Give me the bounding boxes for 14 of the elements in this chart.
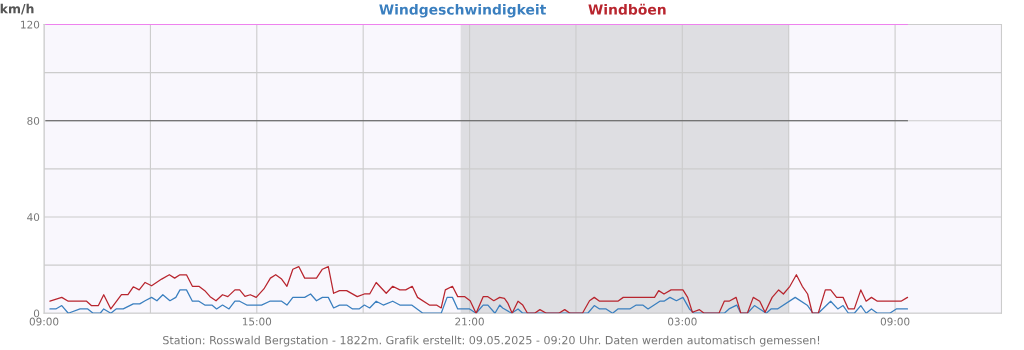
text: Windgeschwindigkeit bbox=[379, 4, 546, 18]
y-tick-label: 0 bbox=[33, 309, 40, 318]
text: Station: Rosswald Bergstation - 1822m. Grafik erstellt: 09.05.2025 - 09:20 Uhr. Daten werden automatisch gemessen! bbox=[163, 335, 820, 347]
x-tick-label: 09:00 bbox=[880, 317, 910, 326]
line-series bbox=[49, 265, 909, 314]
x-tick-label: 09:00 bbox=[29, 317, 59, 326]
y-tick-label: 80 bbox=[27, 116, 40, 125]
x-tick-label: 15:00 bbox=[242, 317, 272, 326]
y-tick-label: 120 bbox=[21, 20, 40, 29]
y-axis-title: km/h bbox=[0, 3, 34, 15]
x-tick-label: 21:00 bbox=[455, 317, 484, 326]
text: Windböen bbox=[588, 3, 666, 15]
x-tick-label: 03:00 bbox=[668, 317, 697, 326]
y-tick-label: 40 bbox=[27, 213, 40, 222]
